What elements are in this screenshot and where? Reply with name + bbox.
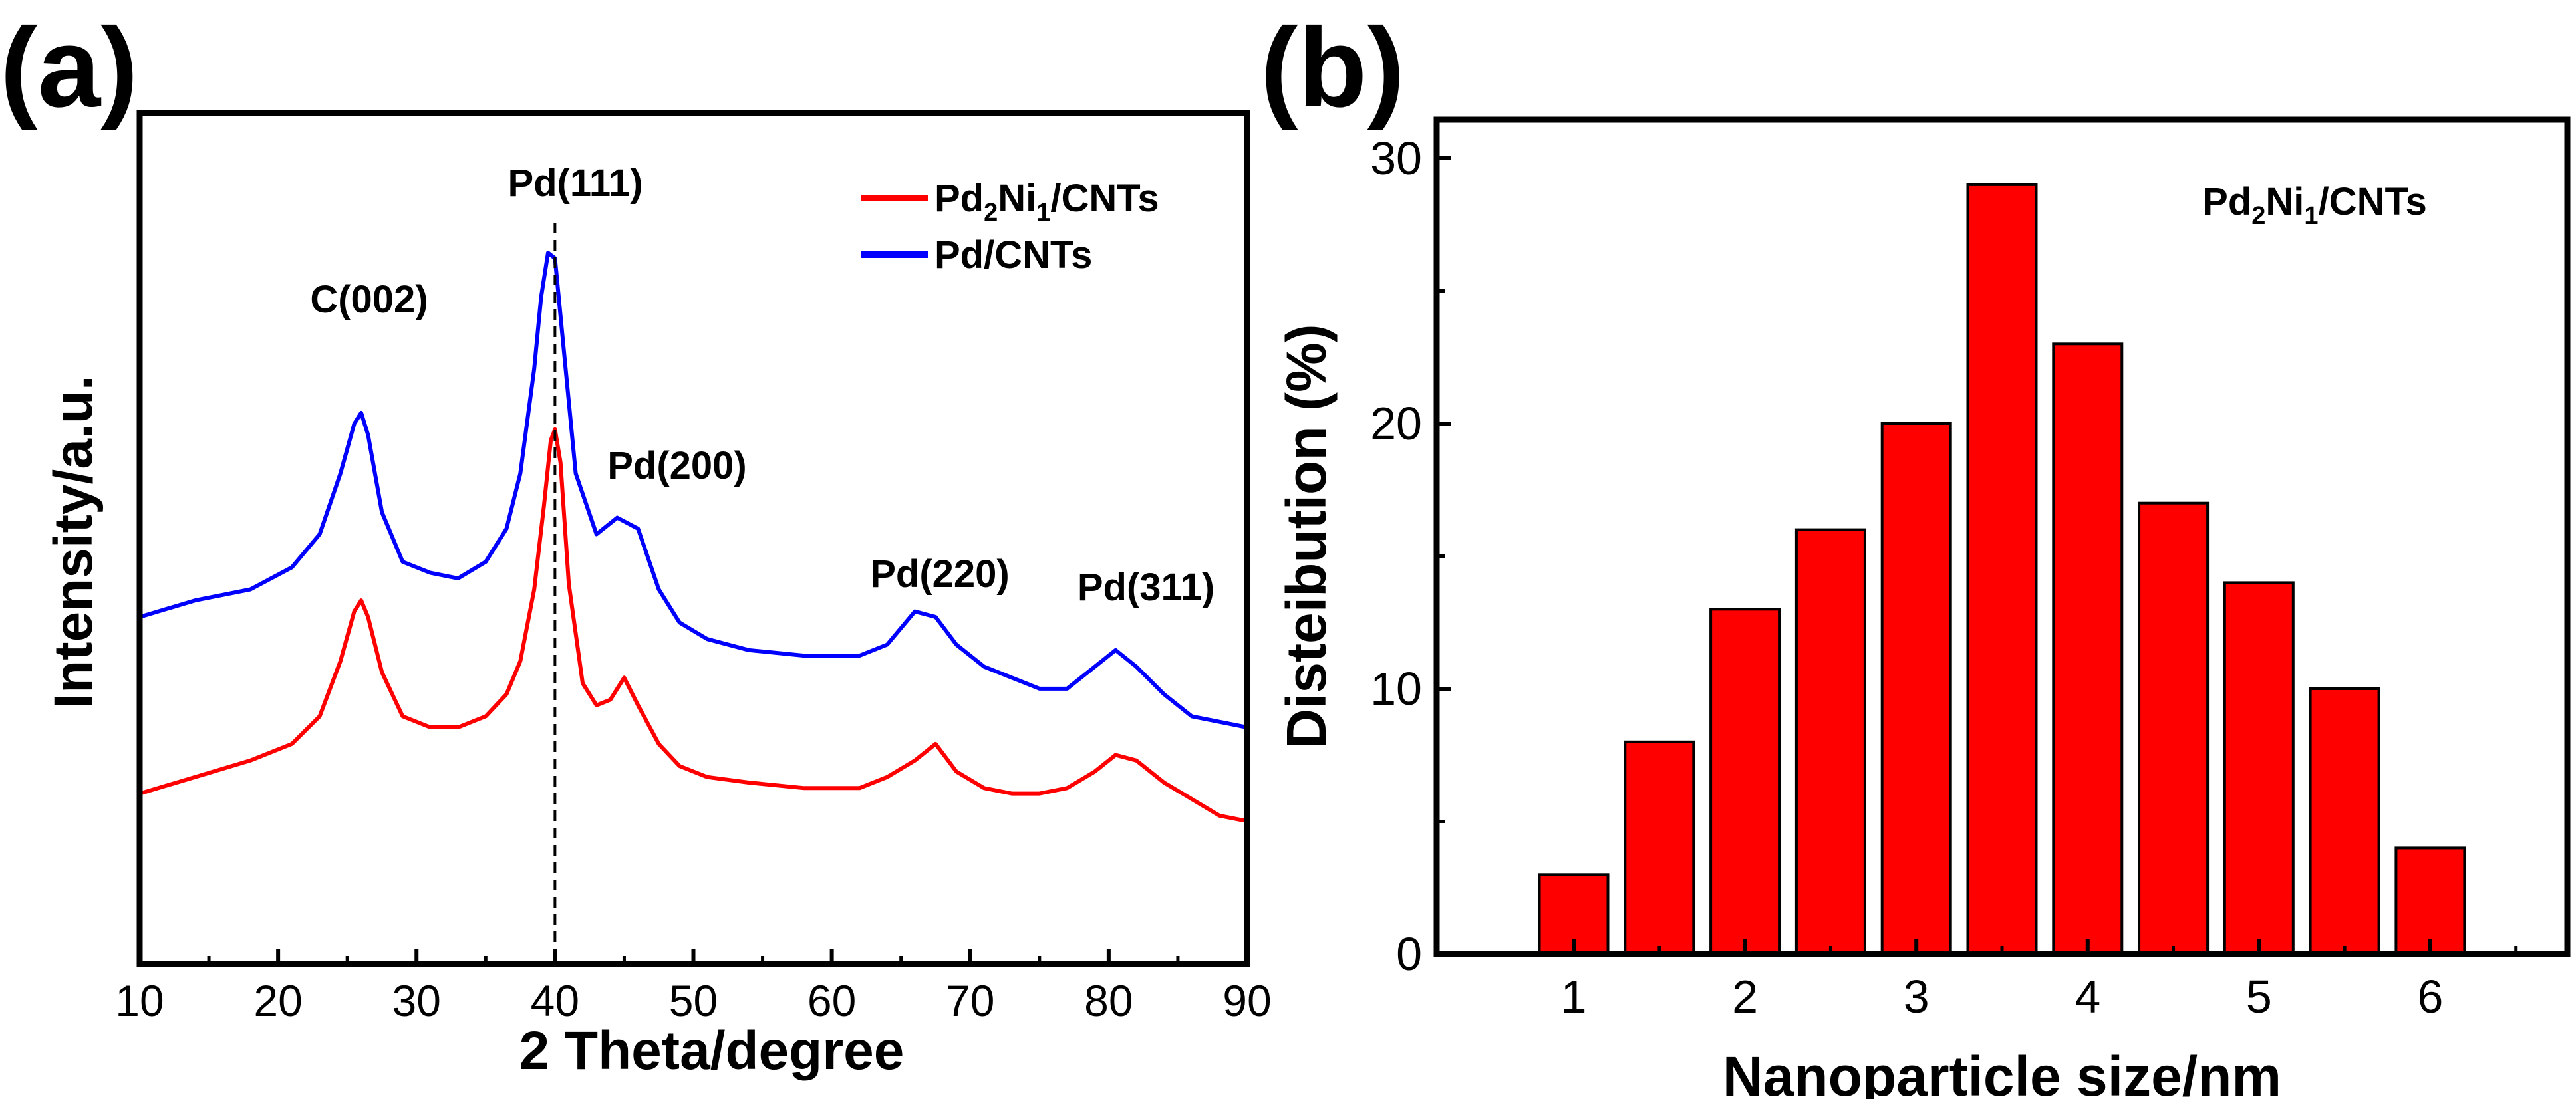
b-y-tick-label: 10 <box>1370 663 1422 715</box>
b-y-tick-label: 20 <box>1370 398 1422 449</box>
peak-label-pd311: Pd(311) <box>1077 566 1215 609</box>
bar-size-1.5 <box>1624 740 1695 956</box>
histogram-bars <box>1538 183 2466 956</box>
a-x-tick-label: 50 <box>669 976 718 1025</box>
a-x-tick-label: 10 <box>115 976 164 1025</box>
peak-label-pd220: Pd(220) <box>870 552 1010 596</box>
bar-size-2.5 <box>1794 528 1866 955</box>
xrd-curves <box>139 251 1248 824</box>
b-x-tick-label: 4 <box>2075 971 2100 1023</box>
bar-size-4.5 <box>2138 501 2210 955</box>
legend-label-pd: Pd/CNTs <box>934 233 1092 277</box>
a-x-tick-label: 70 <box>946 976 994 1025</box>
pd-curve <box>139 251 1248 729</box>
panel-b-size-histogram: (b) 1 2 3 4 5 6 0 10 20 30 Pd2Ni1/CNTs Nanopartic… <box>1260 5 2571 1099</box>
panel-b-label: (b) <box>1260 5 1405 131</box>
b-x-tick-label: 1 <box>1561 971 1587 1023</box>
panel-b-annotation: Pd2Ni1/CNTs <box>2202 180 2427 230</box>
bar-size-5.5 <box>2309 687 2380 955</box>
a-x-tick-label: 20 <box>253 976 302 1025</box>
a-x-tick-label: 30 <box>392 976 441 1025</box>
a-x-tick-label: 90 <box>1222 976 1271 1025</box>
a-x-tick-label: 40 <box>531 976 579 1025</box>
pd2ni1-curve <box>139 427 1248 824</box>
panel-a-y-axis-label: Intensity/a.u. <box>43 375 104 708</box>
a-x-tick-label: 60 <box>807 976 856 1025</box>
panel-a-label: (a) <box>0 5 138 131</box>
a-x-tick-label: 80 <box>1084 976 1133 1025</box>
b-y-tick-label: 30 <box>1370 132 1422 184</box>
bar-size-3.5 <box>1966 183 2038 955</box>
b-x-tick-label: 5 <box>2246 971 2272 1023</box>
b-y-tick-label: 0 <box>1396 928 1422 980</box>
bar-size-2 <box>1709 608 1781 955</box>
b-x-tick-label: 6 <box>2417 971 2443 1023</box>
peak-label-pd111: Pd(111) <box>507 162 643 205</box>
legend-label-pd2ni1: Pd2Ni1/CNTs <box>934 177 1159 227</box>
bar-size-5 <box>2223 581 2295 955</box>
panel-b-x-axis-label: Nanoparticle size/nm <box>1723 1045 2281 1099</box>
panel-a-x-axis-label: 2 Theta/degree <box>519 1021 905 1081</box>
peak-label-pd200: Pd(200) <box>607 444 747 487</box>
bar-size-6 <box>2394 846 2466 956</box>
b-x-tick-label: 3 <box>1904 971 1930 1023</box>
panel-a-xrd-chart: (a) 10 20 30 40 50 60 70 80 90 C(002) Pd(111) Pd… <box>0 5 1272 1081</box>
panel-b-ticks: 1 2 3 4 5 6 0 10 20 30 <box>1370 132 2518 1023</box>
panel-a-legend: Pd2Ni1/CNTs Pd/CNTs <box>861 177 1159 277</box>
b-x-tick-label: 2 <box>1732 971 1758 1023</box>
panel-b-y-axis-label: Disteibution (%) <box>1275 324 1338 749</box>
bar-size-4 <box>2052 342 2124 955</box>
peak-label-c002: C(002) <box>310 278 428 321</box>
bar-size-3 <box>1880 422 1952 955</box>
panel-a-x-ticks: 10 20 30 40 50 60 70 80 90 <box>115 949 1272 1025</box>
